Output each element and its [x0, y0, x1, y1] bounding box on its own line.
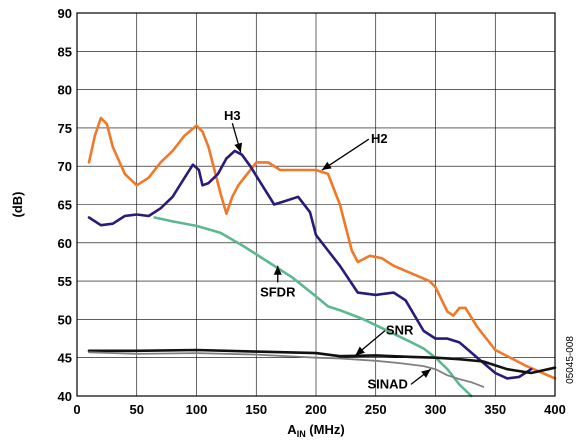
- x-tick-label: 250: [365, 402, 387, 417]
- y-tick-label: 55: [58, 274, 72, 289]
- annotation-arrow-head: [234, 142, 243, 153]
- y-tick-label: 50: [58, 312, 72, 327]
- y-tick-label: 65: [58, 198, 72, 213]
- x-tick-label: 0: [73, 402, 80, 417]
- x-axis-label: AIN (MHz): [287, 422, 344, 439]
- x-tick-label: 150: [245, 402, 267, 417]
- series-line-sfdr: [153, 216, 473, 398]
- annotations: H3 H2 SFDR SNR SINAD: [224, 108, 432, 391]
- series-line-h2: [87, 116, 557, 380]
- annotation-arrow-line: [321, 138, 370, 171]
- annotation-arrow-head: [355, 346, 365, 356]
- x-tick-label: 100: [186, 402, 208, 417]
- y-tick-label: 85: [58, 44, 72, 59]
- annotation-snr: SNR: [386, 323, 414, 338]
- series-line-snr: [87, 348, 557, 375]
- grid: [76, 12, 556, 397]
- x-axis-label-unit: (MHz): [306, 422, 345, 437]
- y-tick-label: 70: [58, 159, 72, 174]
- annotation-sinad: SINAD: [367, 376, 407, 391]
- y-tick-label: 75: [58, 121, 72, 136]
- x-axis-label-subscript: IN: [297, 429, 306, 439]
- annotation-sfdr: SFDR: [260, 284, 296, 299]
- annotation-arrow-head: [421, 369, 431, 378]
- y-tick-label: 90: [58, 6, 72, 21]
- y-tick-label: 60: [58, 236, 72, 251]
- figure-id: 05045-008: [565, 336, 576, 384]
- annotation-h3: H3: [224, 108, 241, 123]
- y-tick-label: 45: [58, 351, 72, 366]
- annotation-arrow-head: [321, 161, 332, 171]
- tick-labels: 0 50 100 150 200 250 300 350 400 40 45 50 55 60 65 70 75…: [58, 6, 566, 417]
- x-tick-label: 50: [130, 402, 144, 417]
- x-tick-label: 300: [425, 402, 447, 417]
- x-tick-label: 400: [544, 402, 566, 417]
- plot-frame: [76, 12, 556, 397]
- series-line-h3: [87, 149, 533, 380]
- series-line-sinad: [88, 351, 485, 388]
- series-lines: [87, 116, 557, 398]
- x-tick-label: 350: [484, 402, 506, 417]
- y-tick-label: 80: [58, 83, 72, 98]
- annotation-arrow-head: [273, 265, 282, 275]
- y-axis-label: (dB): [10, 192, 25, 218]
- annotation-h2: H2: [371, 131, 388, 146]
- x-axis-label-main: A: [287, 422, 297, 437]
- x-tick-label: 200: [305, 402, 327, 417]
- y-tick-label: 40: [58, 389, 72, 404]
